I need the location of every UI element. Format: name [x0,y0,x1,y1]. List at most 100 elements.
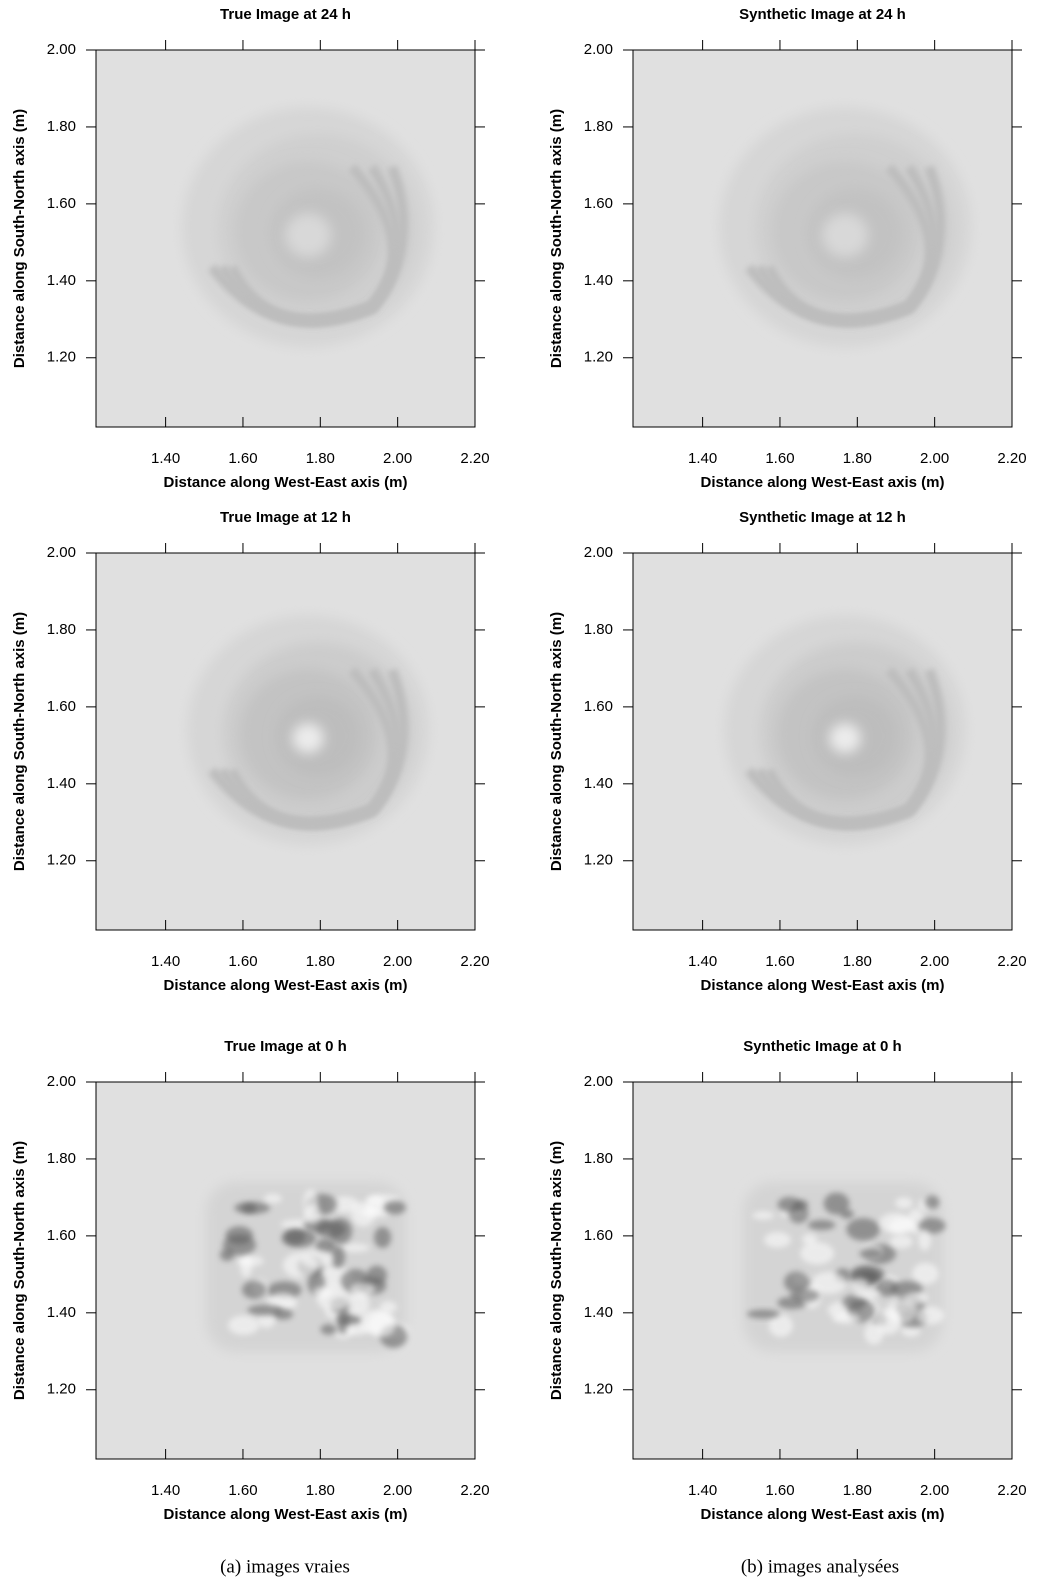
panel: True Image at 12 h Distance along West-Ea… [11,509,490,994]
contour-blob [367,1311,396,1338]
x-tick-label: 1.40 [151,953,180,970]
contour-blob [895,1197,913,1209]
y-axis-label: Distance along South-North axis (m) [548,1141,565,1400]
x-axis-label: Distance along West-East axis (m) [164,977,408,994]
y-tick-label: 1.80 [47,621,76,638]
plot-frame [632,49,1013,428]
y-tick-label: 1.80 [584,1150,613,1167]
contour-blob [851,1277,869,1291]
contour-blob [316,1287,351,1311]
contour-blob [864,1322,884,1345]
chart-title: Synthetic Image at 0 h [743,1038,901,1055]
y-tick-label: 1.20 [584,349,613,366]
contour-blob [379,1301,397,1314]
plot-frame [95,1081,476,1460]
contour-blob [842,1294,867,1310]
x-tick-label: 1.60 [765,953,794,970]
contour-blob [800,1242,834,1265]
contour-blob [784,1271,810,1293]
x-tick-label: 2.20 [460,1482,489,1499]
x-tick-label: 1.80 [843,953,872,970]
panel: Synthetic Image at 12 h Distance along We… [548,509,1027,994]
y-tick-label: 1.80 [47,1150,76,1167]
panel: Synthetic Image at 0 h Distance along Wes… [548,1038,1027,1523]
contour-blob [889,1234,913,1249]
contour-blob [271,1292,295,1305]
contour-blob [879,1212,911,1234]
y-tick-label: 1.80 [584,118,613,135]
contour-blob [746,1309,780,1319]
y-tick-label: 1.20 [47,349,76,366]
y-tick-label: 1.60 [584,1227,613,1244]
contour-blob [764,1232,791,1248]
x-tick-label: 1.60 [228,953,257,970]
contour-blob [802,1233,818,1246]
contour-blob [918,1229,932,1251]
contour-blob [374,1226,392,1249]
contour-blob [339,1243,370,1252]
y-tick-label: 1.40 [47,1304,76,1321]
x-tick-label: 2.20 [997,450,1026,467]
x-tick-label: 1.60 [228,450,257,467]
contour-blob [823,1192,850,1215]
contour-plot [743,1182,946,1352]
x-tick-label: 2.00 [920,953,949,970]
x-tick-label: 2.20 [460,953,489,970]
y-tick-label: 1.20 [584,1381,613,1398]
y-tick-label: 1.60 [47,698,76,715]
contour-plot [187,615,429,846]
y-tick-label: 1.60 [584,195,613,212]
contour-blob [811,1271,847,1294]
y-tick-label: 1.20 [47,1381,76,1398]
contour-blob [338,1314,361,1327]
contour-fill [821,213,869,258]
y-tick-label: 1.20 [47,852,76,869]
x-tick-label: 1.40 [151,450,180,467]
plot-frame [632,1081,1013,1460]
contour-blob [777,1197,802,1212]
y-tick-label: 2.00 [584,1073,613,1090]
x-tick-label: 1.60 [765,450,794,467]
x-tick-label: 2.00 [383,1482,412,1499]
x-tick-label: 2.20 [997,1482,1026,1499]
contour-blob [859,1248,883,1259]
chart-title: True Image at 12 h [220,509,351,526]
x-tick-label: 1.80 [306,1482,335,1499]
contour-blob [320,1324,338,1335]
y-tick-label: 2.00 [584,544,613,561]
contour-blob [331,1246,346,1269]
y-tick-label: 2.00 [584,41,613,58]
y-tick-label: 2.00 [47,544,76,561]
contour-blob [257,1313,276,1328]
y-axis-label: Distance along South-North axis (m) [548,612,565,871]
x-tick-label: 2.00 [383,450,412,467]
contour-blob [300,1249,334,1269]
y-tick-label: 2.00 [47,41,76,58]
x-tick-label: 2.00 [920,450,949,467]
y-axis-label: Distance along South-North axis (m) [11,1141,28,1400]
contour-blob [924,1195,940,1210]
contour-blob [263,1193,282,1204]
panel: True Image at 0 h Distance along West-Eas… [11,1038,490,1523]
y-tick-label: 1.60 [47,1227,76,1244]
panel: True Image at 24 h Distance along West-Ea… [11,6,490,491]
contour-plot [724,615,966,846]
plot-frame [632,552,1013,931]
x-tick-label: 1.40 [688,450,717,467]
x-axis-label: Distance along West-East axis (m) [701,977,945,994]
contour-blob [832,1313,861,1324]
contour-fill [829,723,861,754]
contour-arm [227,666,398,829]
y-tick-label: 1.40 [584,1304,613,1321]
y-tick-label: 1.60 [47,195,76,212]
contour-blob [752,1211,774,1220]
contour-blob [247,1304,283,1316]
contour-blob [807,1219,836,1231]
chart-title: True Image at 24 h [220,6,351,23]
contour-blob [846,1218,880,1241]
y-axis-label: Distance along South-North axis (m) [11,612,28,871]
panel: Synthetic Image at 24 h Distance along We… [548,6,1027,491]
x-tick-label: 1.80 [843,1482,872,1499]
x-tick-label: 1.80 [843,450,872,467]
contour-blob [303,1204,322,1224]
